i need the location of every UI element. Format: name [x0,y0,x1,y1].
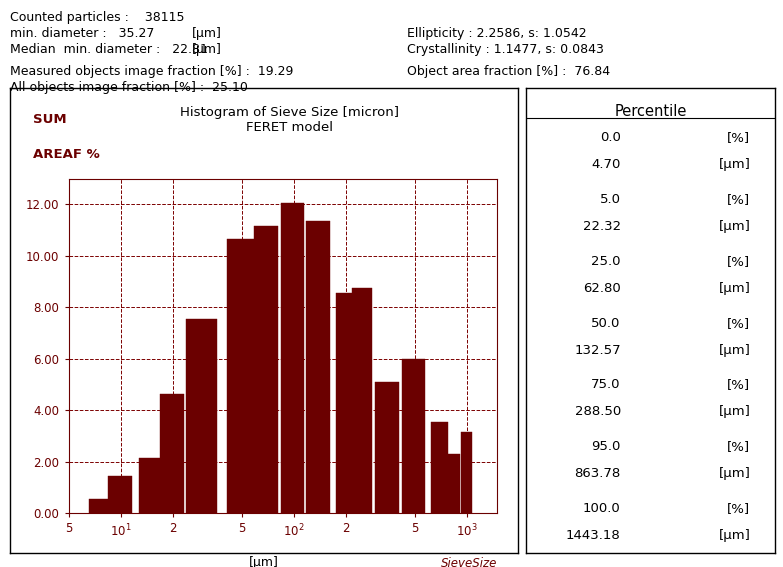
Text: min. diameter :   35.27: min. diameter : 35.27 [10,27,154,40]
Text: [%]: [%] [727,378,750,391]
Text: [%]: [%] [727,316,750,329]
Text: Counted particles :    38115: Counted particles : 38115 [10,11,185,24]
Bar [160,393,184,513]
Text: 1443.18: 1443.18 [566,529,621,542]
Text: Histogram of Sieve Size [micron]
FERET model: Histogram of Sieve Size [micron] FERET m… [180,107,399,134]
Text: 22.32: 22.32 [583,220,621,233]
Bar [461,432,472,513]
Text: [μm]: [μm] [718,405,750,418]
Text: [%]: [%] [727,255,750,268]
Text: 50.0: 50.0 [591,316,621,329]
Bar [306,221,330,513]
Text: [μm]: [μm] [718,282,750,295]
Text: 4.70: 4.70 [591,158,621,171]
Text: 75.0: 75.0 [591,378,621,391]
Text: Median  min. diameter :   22.81: Median min. diameter : 22.81 [10,43,208,56]
Bar [281,203,305,513]
Text: 0.0: 0.0 [600,131,621,144]
Bar [431,422,448,513]
Bar [402,359,425,513]
Text: [μm]: [μm] [249,556,279,567]
Text: All objects image fraction [%] :  25.10: All objects image fraction [%] : 25.10 [10,81,248,94]
Text: [μm]: [μm] [192,43,222,56]
Bar [254,226,278,513]
Bar [352,288,372,513]
Bar [186,319,218,513]
Text: [μm]: [μm] [718,529,750,542]
Bar [449,454,460,513]
Text: AREAF %: AREAF % [33,149,99,162]
Text: [μm]: [μm] [718,344,750,357]
Text: [μm]: [μm] [718,220,750,233]
Text: 95.0: 95.0 [591,440,621,453]
Text: [%]: [%] [727,440,750,453]
Text: SUM: SUM [33,113,67,126]
Text: 25.0: 25.0 [591,255,621,268]
Text: 132.57: 132.57 [574,344,621,357]
Bar [375,382,399,513]
Text: [μm]: [μm] [718,158,750,171]
Text: Measured objects image fraction [%] :  19.29: Measured objects image fraction [%] : 19… [10,65,294,78]
Text: 100.0: 100.0 [583,502,621,515]
Text: Object area fraction [%] :  76.84: Object area fraction [%] : 76.84 [407,65,610,78]
Text: [μm]: [μm] [192,27,222,40]
Text: [μm]: [μm] [718,467,750,480]
Bar [88,499,108,513]
Bar [139,458,161,513]
Text: Percentile: Percentile [615,104,687,119]
Text: [%]: [%] [727,131,750,144]
Text: SieveSize: SieveSize [441,557,497,567]
Text: [%]: [%] [727,502,750,515]
Text: Crystallinity : 1.1477, s: 0.0843: Crystallinity : 1.1477, s: 0.0843 [407,43,604,56]
Text: 5.0: 5.0 [600,193,621,206]
Bar [227,239,254,513]
Bar [336,293,355,513]
Text: Ellipticity : 2.2586, s: 1.0542: Ellipticity : 2.2586, s: 1.0542 [407,27,586,40]
Text: 863.78: 863.78 [575,467,621,480]
Text: 288.50: 288.50 [575,405,621,418]
Text: [%]: [%] [727,193,750,206]
Bar [108,476,132,513]
Text: 62.80: 62.80 [583,282,621,295]
